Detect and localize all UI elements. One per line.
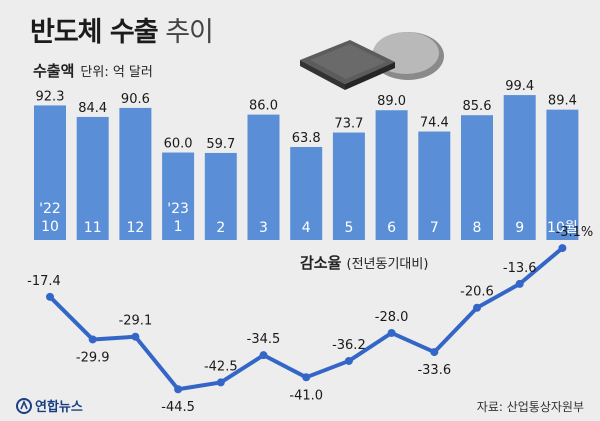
line-value-label: -36.2 xyxy=(332,338,366,353)
line-point xyxy=(46,292,54,301)
bar xyxy=(418,131,451,240)
chart-title: 반도체 수출 추이 xyxy=(30,10,214,49)
category-label: 4 xyxy=(302,220,311,236)
bar-value-label: 60.0 xyxy=(164,137,193,152)
category-label: '23 xyxy=(167,201,189,217)
line-value-label: -17.4 xyxy=(27,274,61,289)
line-value-labels: -17.4 -29.9 -29.1 -44.5 -42.5 -34.5 -41.0 -36.2… xyxy=(27,225,593,415)
category-label: 2 xyxy=(216,220,225,236)
category-label: 8 xyxy=(473,220,482,236)
bar-value-label: 85.6 xyxy=(463,99,492,114)
bar xyxy=(76,116,109,240)
bar-value-label: 74.4 xyxy=(420,116,449,131)
line-point xyxy=(131,332,140,341)
bar-value-label: 73.7 xyxy=(334,117,363,132)
export-label-main: 수출액 xyxy=(33,62,75,80)
line-point xyxy=(216,378,225,387)
decline-label: 감소율 (전년동기대비) xyxy=(300,253,428,272)
bar-value-labels: 92.3 84.4 90.6 60.0 59.7 86.0 63.8 73.7 89.0 74.4… xyxy=(36,79,577,152)
bar-value-label: 89.0 xyxy=(377,94,406,109)
line-point xyxy=(473,303,481,312)
category-label: 3 xyxy=(259,220,268,236)
line-point xyxy=(515,279,524,288)
bar xyxy=(503,95,536,240)
bar-value-label: 63.8 xyxy=(292,131,321,146)
bar xyxy=(247,114,280,240)
category-label: 6 xyxy=(387,220,396,236)
bar xyxy=(375,110,408,240)
bar-value-label: 89.4 xyxy=(548,94,577,109)
category-label: '22 xyxy=(39,201,61,217)
line-value-label: -29.9 xyxy=(76,350,110,365)
bar xyxy=(204,152,237,240)
bar-value-label: 59.7 xyxy=(206,137,235,152)
bar xyxy=(290,146,323,240)
bar xyxy=(34,105,66,240)
line-value-label: -41.0 xyxy=(289,388,323,403)
line-point xyxy=(259,351,268,360)
line-value-label: -34.5 xyxy=(247,332,281,347)
logo-text: 연합뉴스 xyxy=(35,400,83,415)
line-point xyxy=(88,335,97,344)
bars-layer xyxy=(34,95,579,240)
line-layer xyxy=(46,244,567,394)
line-value-label: -28.0 xyxy=(375,310,409,325)
line-point xyxy=(302,373,311,382)
line-point xyxy=(387,328,396,337)
line-point xyxy=(174,385,183,394)
line-value-label: -42.5 xyxy=(204,359,238,374)
category-label: 11 xyxy=(84,220,102,236)
bar xyxy=(332,132,365,240)
bar xyxy=(461,115,493,240)
bar xyxy=(119,107,152,240)
bar-value-label: 90.6 xyxy=(121,92,150,107)
line-point xyxy=(430,348,439,357)
category-label: 1 xyxy=(174,219,183,235)
category-label: 10월 xyxy=(547,220,578,236)
bar-value-label: 86.0 xyxy=(249,99,278,114)
bar-value-label: 99.4 xyxy=(505,79,534,94)
source-note: 자료: 산업통상자원부 xyxy=(476,400,584,414)
decline-label-main: 감소율 xyxy=(300,254,342,272)
title-bold: 반도체 수출 xyxy=(30,17,159,48)
export-label: 수출액 단위: 억 달러 xyxy=(33,60,153,81)
bar-value-label: 84.4 xyxy=(78,101,107,116)
line-value-label: -44.5 xyxy=(161,400,195,415)
export-unit: 단위: 억 달러 xyxy=(80,65,153,80)
title-light: 추이 xyxy=(165,17,214,48)
line-point xyxy=(344,356,353,365)
line-value-label: -3.1% xyxy=(556,225,594,240)
line-value-label: -33.6 xyxy=(417,363,451,378)
category-label: 7 xyxy=(430,220,439,236)
line-value-label: -13.6 xyxy=(503,261,537,276)
decline-label-sub: (전년동기대비) xyxy=(347,257,429,272)
line-value-label: -29.1 xyxy=(119,314,153,329)
category-label: 5 xyxy=(344,220,353,236)
semiconductor-chip-icon xyxy=(300,32,444,90)
category-label: 10 xyxy=(41,219,59,235)
bar xyxy=(546,109,579,240)
category-label: 9 xyxy=(515,220,524,236)
category-label: 12 xyxy=(126,220,144,236)
line-value-label: -20.6 xyxy=(460,285,494,300)
yonhap-logo-icon xyxy=(16,397,32,414)
yonhap-logo: 연합뉴스 xyxy=(16,396,83,415)
bar-value-label: 92.3 xyxy=(36,89,65,104)
bar xyxy=(162,152,195,240)
line-point xyxy=(558,244,567,253)
